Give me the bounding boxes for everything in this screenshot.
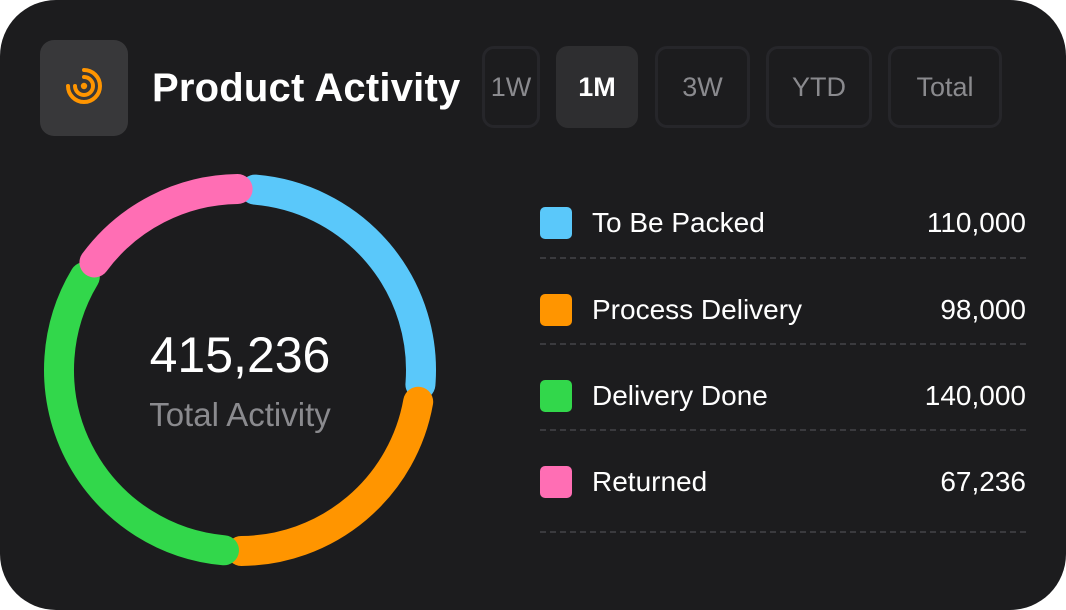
legend-divider — [540, 343, 1026, 345]
app-icon-tile — [40, 40, 128, 136]
legend-label: Returned — [592, 466, 708, 497]
legend-swatch — [540, 380, 572, 412]
legend-divider — [540, 257, 1026, 259]
donut-chart-svg — [44, 174, 436, 566]
donut-segment-to-be-packed[interactable] — [239, 174, 436, 400]
legend-item-delivery-done: Delivery Done 140,000 — [540, 377, 1026, 417]
legend-item-to-be-packed: To Be Packed 110,000 — [540, 204, 1026, 244]
total-activity-label: Total Activity — [149, 396, 331, 433]
legend-divider — [540, 531, 1026, 533]
donut-segment-returned[interactable] — [79, 174, 253, 278]
legend-value: 98,000 — [940, 294, 1026, 325]
tab-1m[interactable]: 1M — [556, 46, 638, 128]
tab-3w[interactable]: 3W — [655, 46, 750, 128]
legend-swatch — [540, 466, 572, 498]
tab-1w[interactable]: 1W — [482, 46, 540, 128]
donut-segment-process-delivery[interactable] — [226, 386, 434, 566]
legend-label: To Be Packed — [592, 207, 765, 238]
legend-value: 140,000 — [924, 380, 1026, 411]
legend-value: 110,000 — [926, 207, 1026, 238]
donut-chart — [30, 160, 450, 580]
legend-value: 67,236 — [940, 466, 1026, 497]
card-title: Product Activity — [152, 66, 461, 110]
legend-divider — [540, 429, 1026, 431]
legend-swatch — [540, 294, 572, 326]
legend-swatch — [540, 207, 572, 239]
legend-item-returned: Returned 67,236 — [540, 463, 1026, 503]
legend-item-process-delivery: Process Delivery 98,000 — [540, 291, 1026, 331]
activity-rings-icon — [64, 66, 104, 111]
donut-segment-delivery-done[interactable] — [44, 261, 239, 566]
tab-total[interactable]: Total — [888, 46, 1002, 128]
legend-label: Process Delivery — [592, 294, 803, 325]
total-activity-value: 415,236 — [149, 327, 331, 383]
tab-ytd[interactable]: YTD — [766, 46, 872, 128]
legend-label: Delivery Done — [592, 380, 768, 411]
